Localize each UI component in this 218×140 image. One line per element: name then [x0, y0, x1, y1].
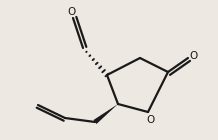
Text: O: O [67, 7, 75, 17]
Text: O: O [146, 115, 154, 125]
Text: O: O [189, 51, 197, 61]
Polygon shape [94, 104, 118, 124]
